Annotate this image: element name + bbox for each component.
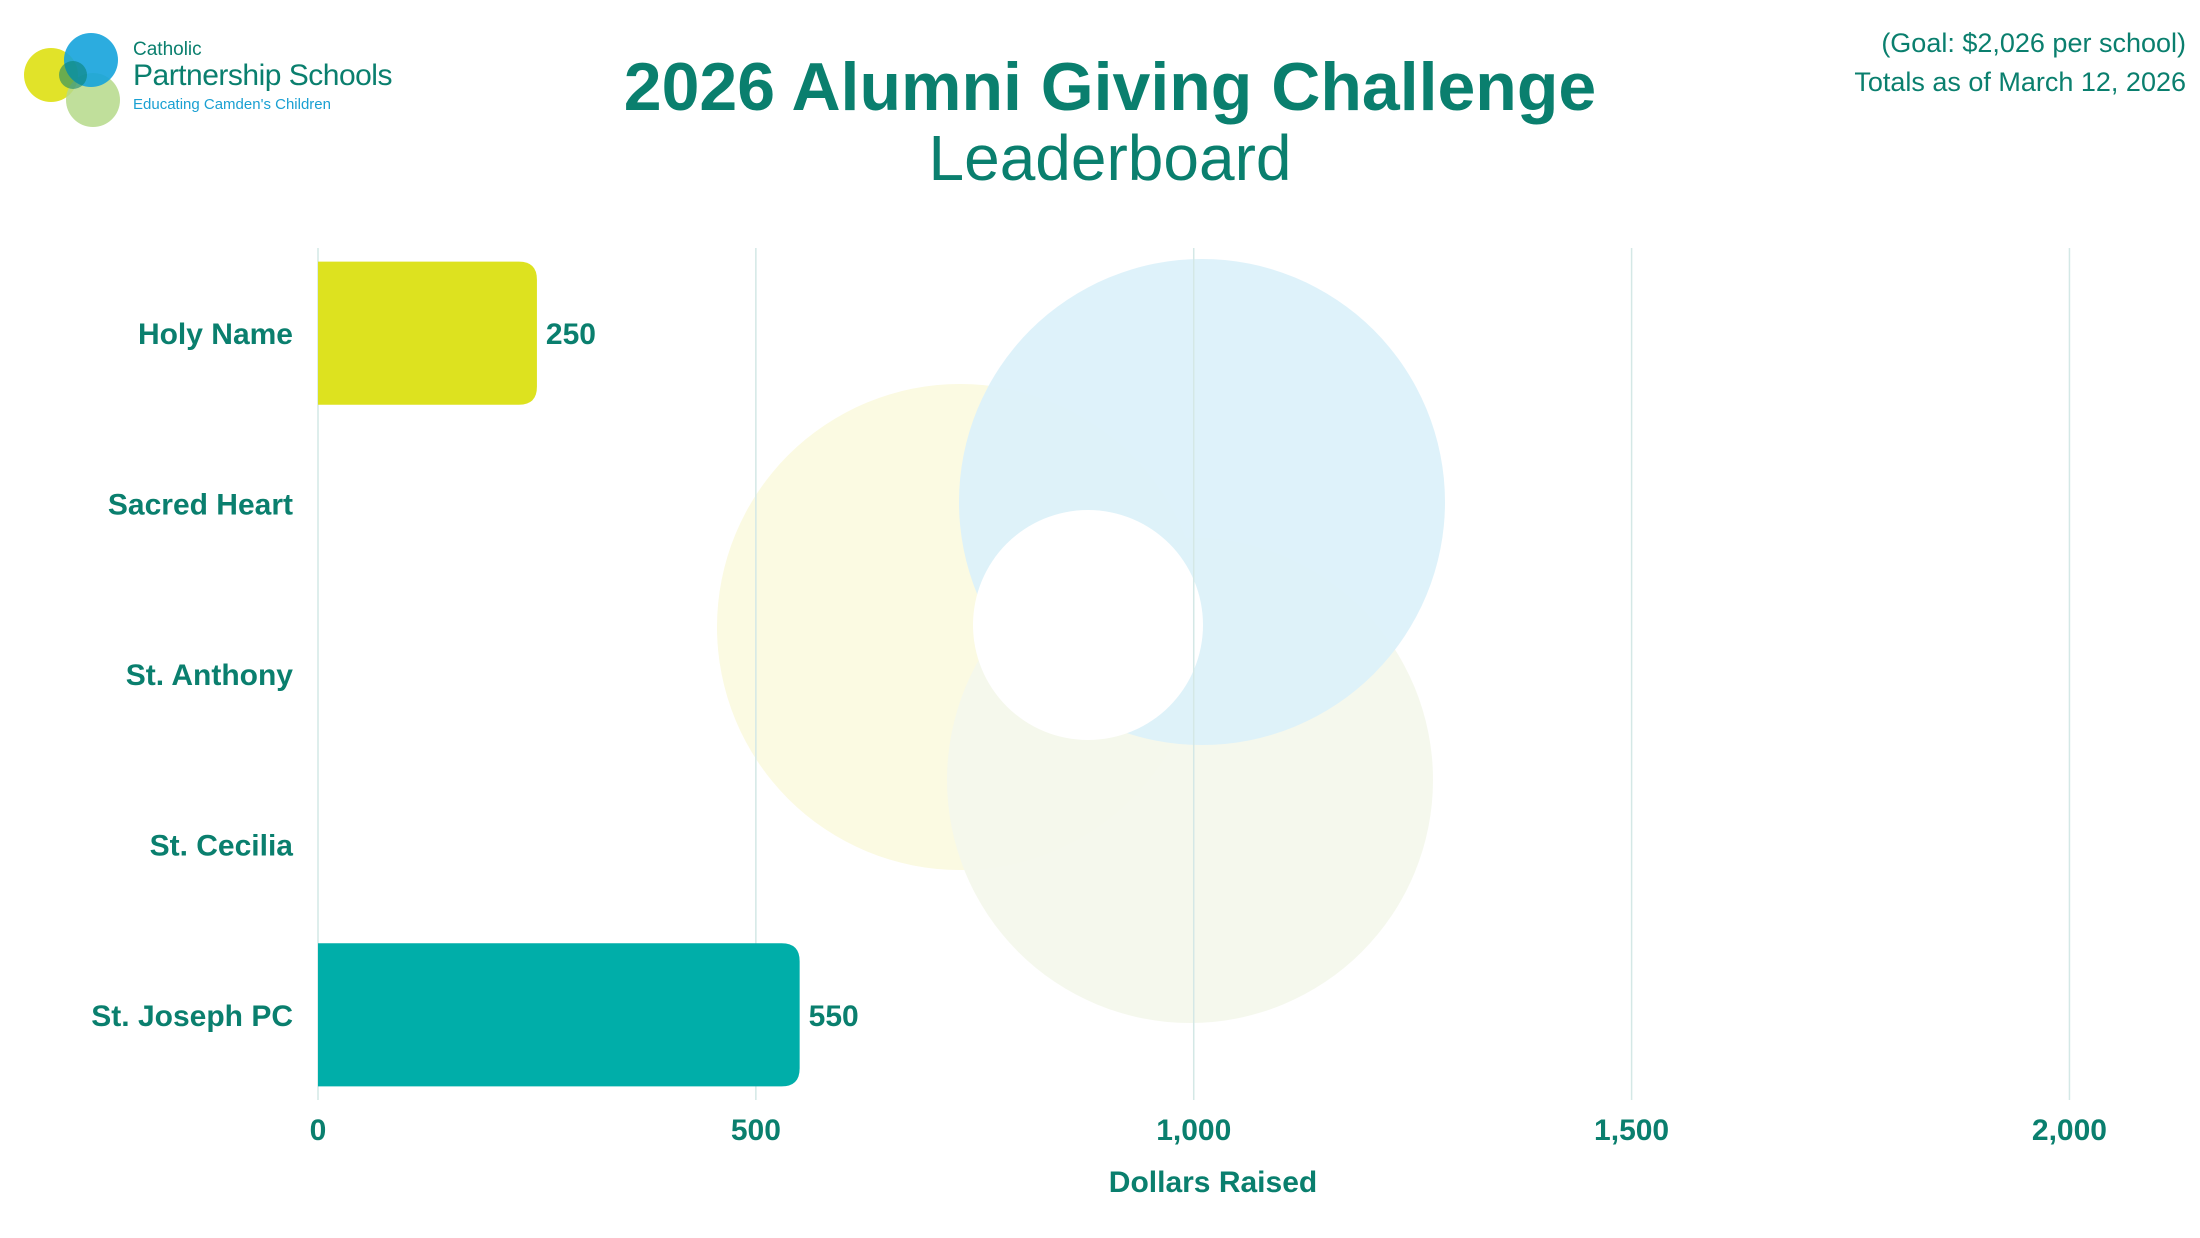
venn-background xyxy=(717,259,1445,1023)
chart-title: 2026 Alumni Giving Challenge xyxy=(623,49,1597,125)
logo-circles-icon xyxy=(24,33,120,127)
category-label: St. Joseph PC xyxy=(91,1000,293,1033)
venn-center xyxy=(973,510,1203,740)
x-tick-label: 500 xyxy=(731,1114,781,1147)
date-note: Totals as of March 12, 2026 xyxy=(1854,67,2186,98)
x-tick-label: 0 xyxy=(310,1114,327,1147)
x-tick-label: 1,000 xyxy=(1156,1114,1231,1147)
labels: 0 500 1,000 1,500 2,000 250 Holy Name Sacred He… xyxy=(91,318,2107,1199)
goal-note-block: (Goal: $2,026 per school) Totals as of M… xyxy=(1854,24,2186,102)
logo-line2: Partnership Schools xyxy=(133,59,392,92)
data-label: 550 xyxy=(809,1000,859,1033)
goal-note: (Goal: $2,026 per school) xyxy=(1881,28,2186,58)
category-label: Holy Name xyxy=(138,318,293,351)
data-label: 250 xyxy=(546,318,596,351)
title-block: 2026 Alumni Giving Challenge Leaderboard xyxy=(400,50,1820,192)
logo: Catholic Partnership Schools Educating C… xyxy=(18,20,398,140)
bars xyxy=(318,261,800,1087)
x-axis-title: Dollars Raised xyxy=(1109,1166,1317,1199)
category-label: St. Anthony xyxy=(126,659,294,692)
logo-line3: Educating Camden's Children xyxy=(133,96,331,113)
logo-line1: Catholic xyxy=(133,39,202,60)
chart-subtitle: Leaderboard xyxy=(928,121,1292,194)
category-label: Sacred Heart xyxy=(108,489,293,522)
x-tick-label: 2,000 xyxy=(2032,1114,2107,1147)
x-tick-label: 1,500 xyxy=(1594,1114,1669,1147)
category-label: St. Cecilia xyxy=(150,829,294,862)
bar xyxy=(318,261,537,405)
bar xyxy=(318,943,800,1087)
